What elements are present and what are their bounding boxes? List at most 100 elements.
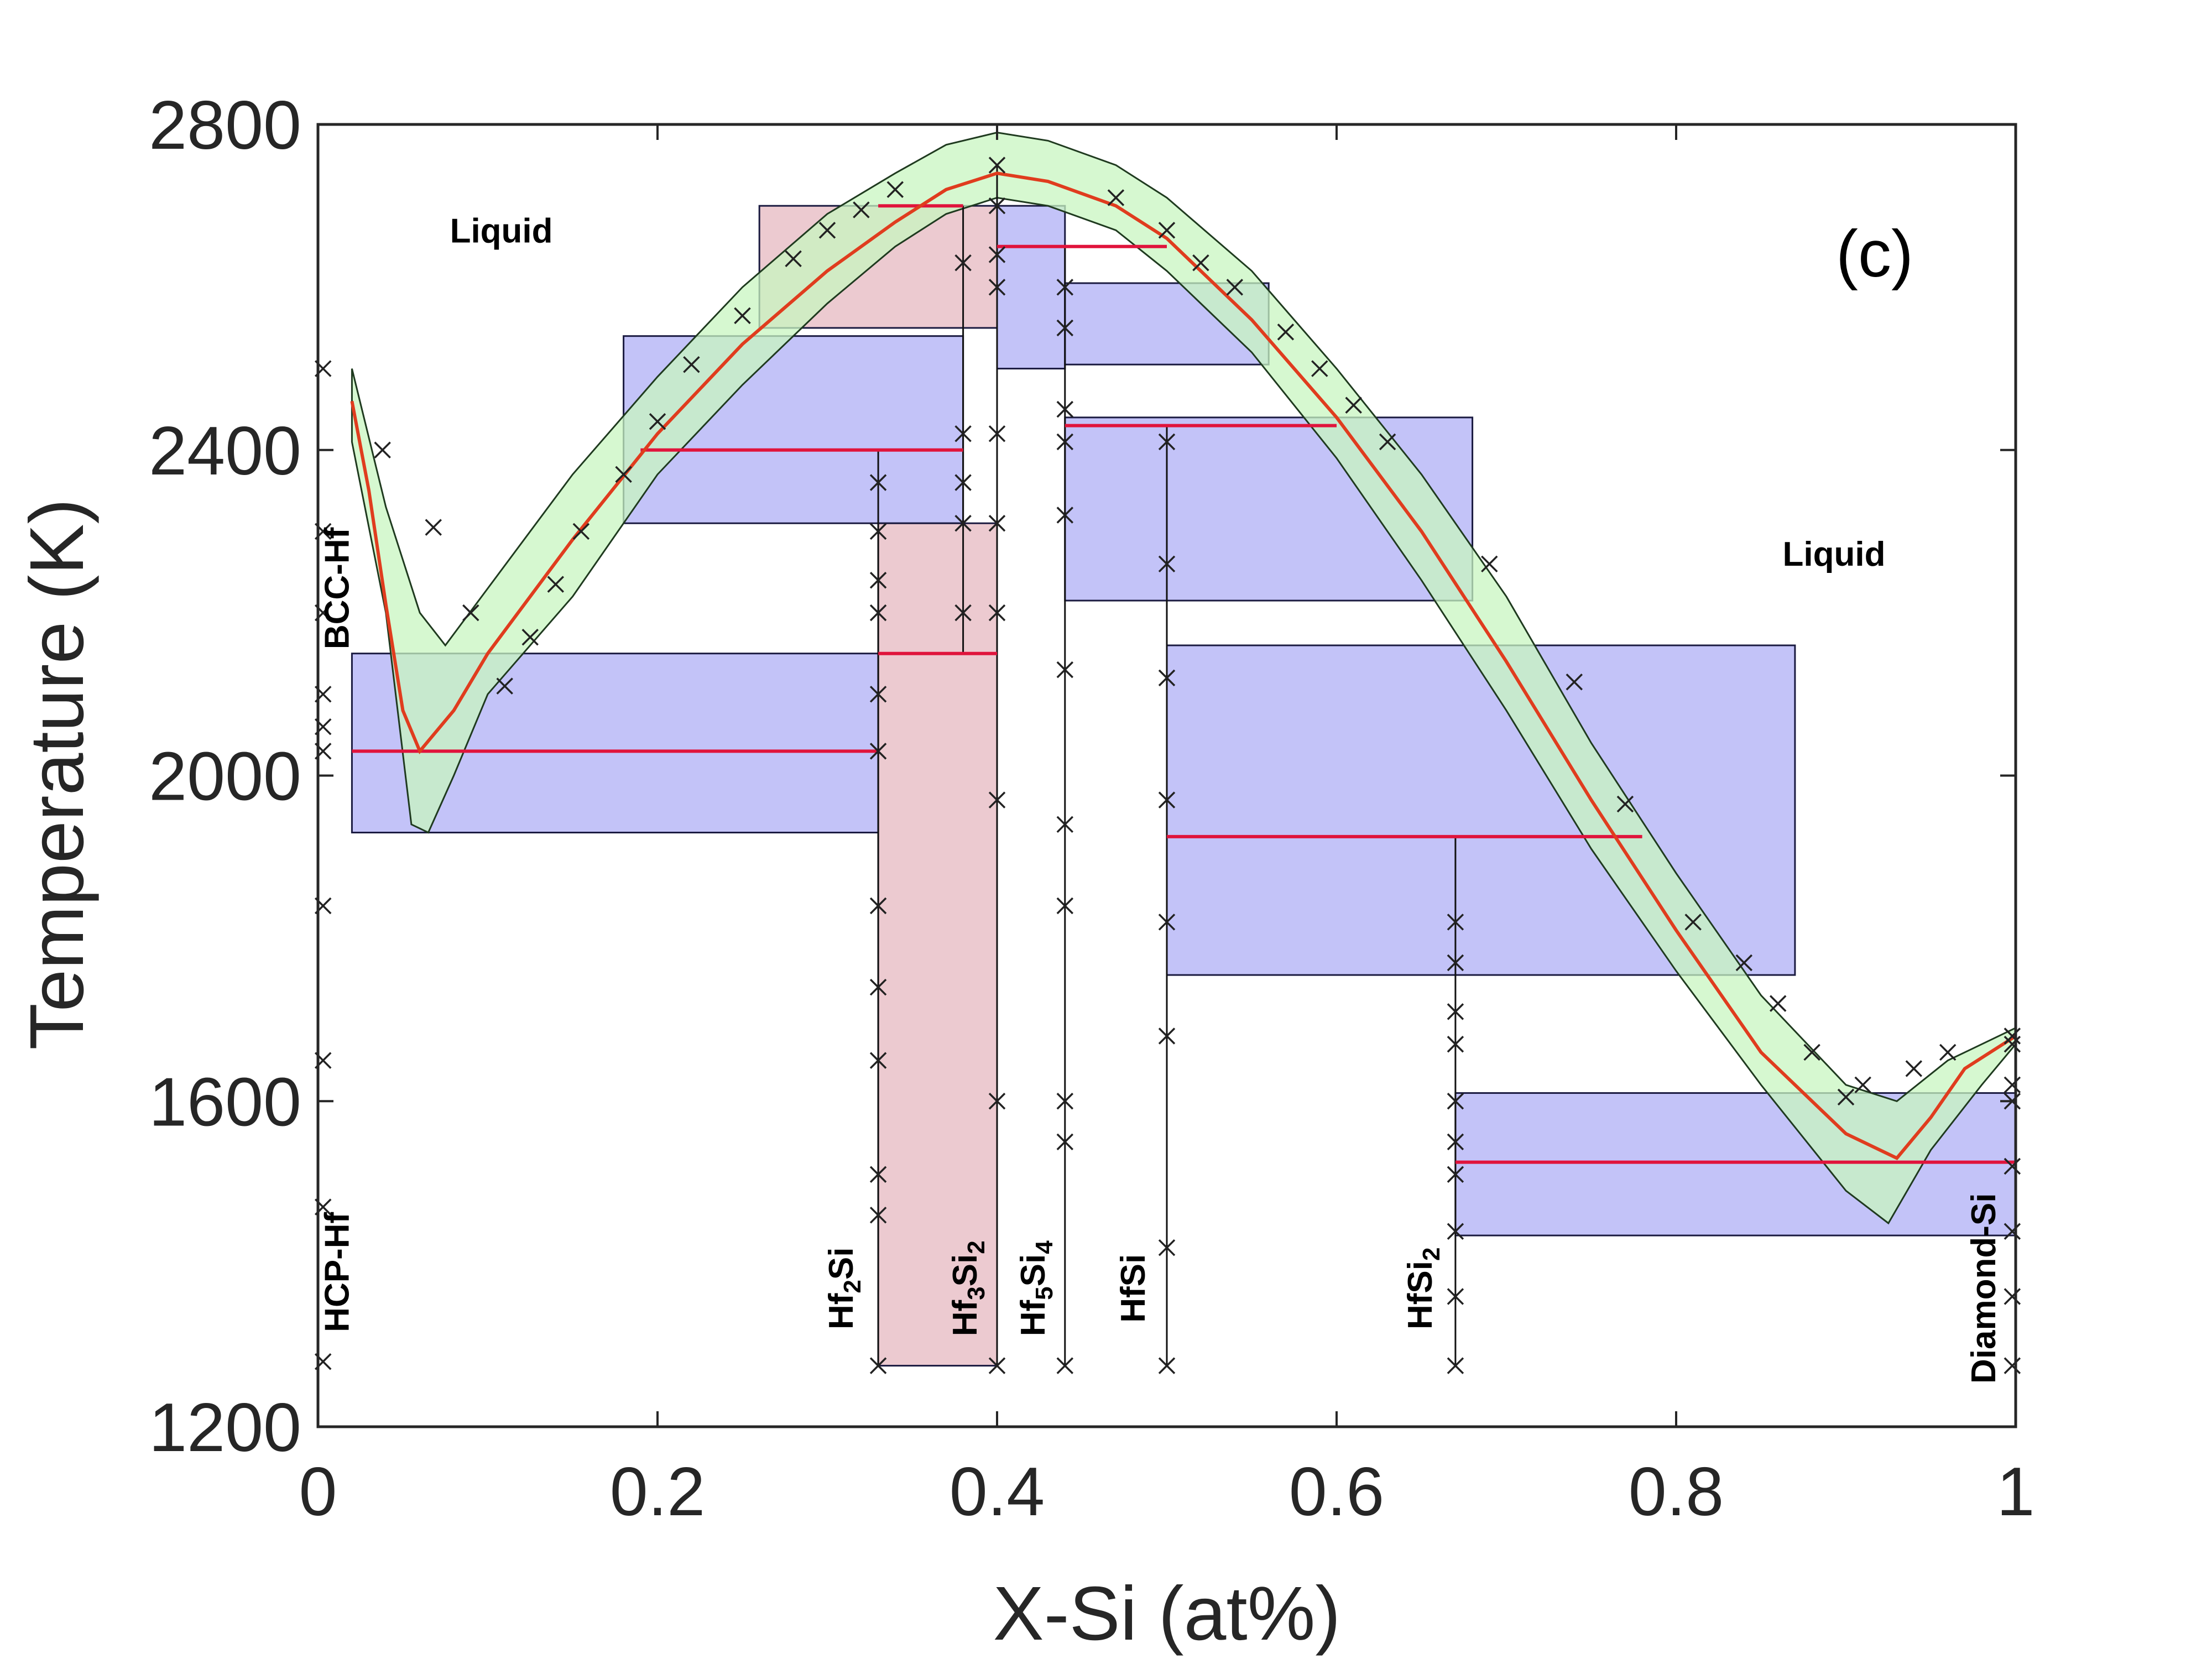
data-point-35 xyxy=(869,1166,887,1183)
invariant-lines xyxy=(352,204,2016,1164)
data-point-69 xyxy=(1158,791,1176,808)
data-point-32 xyxy=(869,897,887,915)
data-point-105 xyxy=(2004,1223,2021,1240)
uncertainty-band-layer xyxy=(351,132,2017,1225)
y-axis-title: Temperature (K) xyxy=(14,499,100,1050)
compound-subscript: 3 xyxy=(963,1286,990,1300)
data-point-83 xyxy=(1684,914,1702,931)
compound-text: BCC-Hf xyxy=(318,527,356,649)
data-point-95 xyxy=(1447,1093,1464,1110)
compound-text: HCP-Hf xyxy=(318,1212,356,1332)
data-point-37 xyxy=(869,1357,887,1374)
data-point-13 xyxy=(462,604,479,622)
data-point-51 xyxy=(988,1093,1006,1110)
data-point-26 xyxy=(869,474,887,491)
data-point-25 xyxy=(886,181,904,198)
uncertainty-band xyxy=(351,132,2017,1225)
region-labels: Liquid Liquid xyxy=(450,212,1886,573)
data-point-91 xyxy=(1447,914,1464,931)
data-point-54 xyxy=(1056,319,1074,337)
data-point-20 xyxy=(683,356,700,373)
data-point-42 xyxy=(954,604,972,622)
compound-text: Si xyxy=(946,1254,984,1287)
data-point-66 xyxy=(1158,433,1176,451)
data-point-85 xyxy=(1769,995,1787,1012)
two-phase-regions xyxy=(351,205,2017,1367)
data-point-61 xyxy=(1056,1093,1074,1110)
compound-text: Si xyxy=(1014,1254,1052,1287)
data-point-56 xyxy=(1056,433,1074,451)
compound-subscript: 4 xyxy=(1031,1240,1058,1254)
data-point-55 xyxy=(1056,400,1074,418)
x-tick-label-2: 0.2 xyxy=(610,1454,705,1530)
data-point-15 xyxy=(521,629,539,646)
data-point-102 xyxy=(2004,1076,2021,1094)
data-point-77 xyxy=(1311,360,1328,377)
data-point-28 xyxy=(869,572,887,589)
data-point-52 xyxy=(988,1357,1006,1374)
data-point-80 xyxy=(1481,555,1498,573)
region-label-1: Liquid xyxy=(450,212,553,250)
data-point-50 xyxy=(988,791,1006,808)
data-point-39 xyxy=(954,425,972,442)
y-tick-label-3: 2000 xyxy=(149,739,301,815)
data-point-12 xyxy=(425,519,442,536)
data-point-86 xyxy=(1803,1044,1820,1061)
y-ticks: 1200 1600 2000 2400 2800 xyxy=(149,87,2016,1466)
data-point-14 xyxy=(496,677,513,695)
data-point-33 xyxy=(869,978,887,996)
data-point-34 xyxy=(869,1052,887,1069)
data-point-63 xyxy=(1056,1357,1074,1374)
data-point-78 xyxy=(1345,397,1362,414)
data-point-75 xyxy=(1226,279,1244,296)
compound-label-1: HCP-Hf xyxy=(318,1212,356,1332)
y-tick-label-5: 2800 xyxy=(149,87,301,164)
x-tick-label-5: 0.8 xyxy=(1629,1454,1724,1530)
data-point-23 xyxy=(818,222,836,239)
data-point-60 xyxy=(1056,897,1074,915)
data-point-101 xyxy=(2004,1035,2021,1053)
panel-label: (c) xyxy=(1836,217,1913,291)
x-ticks: 0 0.2 0.4 0.6 0.8 1 xyxy=(299,124,2034,1530)
data-point-97 xyxy=(1447,1166,1464,1183)
phase-boundaries xyxy=(877,165,1457,1366)
data-point-45 xyxy=(988,246,1006,263)
data-point-46 xyxy=(988,279,1006,296)
x-tick-label-1: 0 xyxy=(299,1454,337,1530)
liquidus-layer xyxy=(350,171,2017,1161)
data-point-22 xyxy=(785,250,802,268)
data-point-72 xyxy=(1158,1239,1176,1256)
data-point-59 xyxy=(1056,816,1074,833)
two-phase-region-5 xyxy=(996,205,1066,370)
compound-text: Si xyxy=(822,1248,860,1280)
data-point-67 xyxy=(1158,555,1176,573)
compound-text: HfSi xyxy=(1114,1254,1152,1323)
compound-label-5: Hf5Si4 xyxy=(1014,1240,1058,1337)
data-point-68 xyxy=(1158,669,1176,687)
data-point-58 xyxy=(1056,661,1074,679)
compound-text: Hf xyxy=(822,1293,860,1329)
data-point-98 xyxy=(1447,1223,1464,1240)
data-point-79 xyxy=(1379,433,1396,451)
data-point-108 xyxy=(2004,1027,2021,1045)
data-point-104 xyxy=(2004,1157,2021,1175)
compound-label-6: HfSi xyxy=(1114,1254,1152,1323)
compound-label-7: HfSi2 xyxy=(1401,1248,1445,1329)
data-points xyxy=(314,156,2021,1374)
data-point-90 xyxy=(1939,1044,1957,1061)
data-point-96 xyxy=(1447,1133,1464,1151)
compound-subscript: 2 xyxy=(839,1280,866,1293)
liquidus-line xyxy=(350,171,2017,1161)
data-point-64 xyxy=(1107,189,1125,206)
data-point-21 xyxy=(734,307,751,325)
data-point-57 xyxy=(1056,507,1074,524)
data-point-76 xyxy=(1277,324,1295,341)
data-point-17 xyxy=(572,523,590,540)
data-point-100 xyxy=(1447,1357,1464,1374)
data-point-16 xyxy=(547,576,565,593)
y-tick-label-4: 2400 xyxy=(149,413,301,489)
data-point-18 xyxy=(615,466,632,483)
data-point-73 xyxy=(1158,1357,1176,1374)
